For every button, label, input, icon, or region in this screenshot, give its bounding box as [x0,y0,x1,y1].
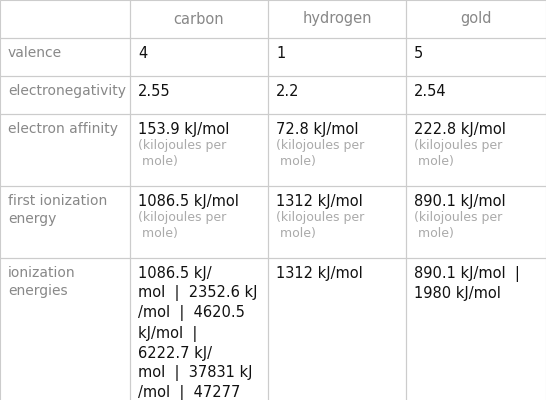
Text: 2.55: 2.55 [138,84,170,99]
Text: 2.2: 2.2 [276,84,300,99]
Text: hydrogen: hydrogen [302,12,372,26]
Bar [268,114,406,186]
Text: 1312 kJ/mol: 1312 kJ/mol [276,194,363,209]
Text: electronegativity: electronegativity [8,84,126,98]
Text: gold: gold [460,12,492,26]
Bar [0,38,130,76]
Bar [406,258,546,400]
Bar [0,76,130,114]
Text: (kilojoules per
 mole): (kilojoules per mole) [276,211,364,240]
Text: 5: 5 [414,46,423,61]
Bar [130,114,268,186]
Bar [268,186,406,258]
Bar [0,0,130,38]
Bar [130,38,268,76]
Text: 1086.5 kJ/mol: 1086.5 kJ/mol [138,194,239,209]
Text: 890.1 kJ/mol  |
1980 kJ/mol: 890.1 kJ/mol | 1980 kJ/mol [414,266,520,301]
Bar [268,0,406,38]
Bar [406,114,546,186]
Text: 1312 kJ/mol: 1312 kJ/mol [276,266,363,281]
Text: (kilojoules per
 mole): (kilojoules per mole) [138,211,226,240]
Bar [268,76,406,114]
Bar [406,76,546,114]
Text: (kilojoules per
 mole): (kilojoules per mole) [414,139,502,168]
Bar [406,38,546,76]
Text: (kilojoules per
 mole): (kilojoules per mole) [138,139,226,168]
Text: 4: 4 [138,46,147,61]
Bar [268,258,406,400]
Text: (kilojoules per
 mole): (kilojoules per mole) [414,211,502,240]
Text: ionization
energies: ionization energies [8,266,76,298]
Bar [130,258,268,400]
Bar [0,258,130,400]
Text: electron affinity: electron affinity [8,122,118,136]
Text: (kilojoules per
 mole): (kilojoules per mole) [276,139,364,168]
Bar [406,0,546,38]
Text: 72.8 kJ/mol: 72.8 kJ/mol [276,122,359,137]
Bar [406,186,546,258]
Bar [130,0,268,38]
Text: first ionization
energy: first ionization energy [8,194,107,226]
Bar [130,76,268,114]
Text: 1086.5 kJ/
mol  |  2352.6 kJ
/mol  |  4620.5
kJ/mol  |
6222.7 kJ/
mol  |  37831 : 1086.5 kJ/ mol | 2352.6 kJ /mol | 4620.5… [138,266,258,400]
Text: 2.54: 2.54 [414,84,447,99]
Text: 153.9 kJ/mol: 153.9 kJ/mol [138,122,229,137]
Text: 890.1 kJ/mol: 890.1 kJ/mol [414,194,506,209]
Bar [268,38,406,76]
Bar [130,186,268,258]
Text: 1: 1 [276,46,285,61]
Text: carbon: carbon [174,12,224,26]
Bar [0,114,130,186]
Bar [0,186,130,258]
Text: 222.8 kJ/mol: 222.8 kJ/mol [414,122,506,137]
Text: valence: valence [8,46,62,60]
